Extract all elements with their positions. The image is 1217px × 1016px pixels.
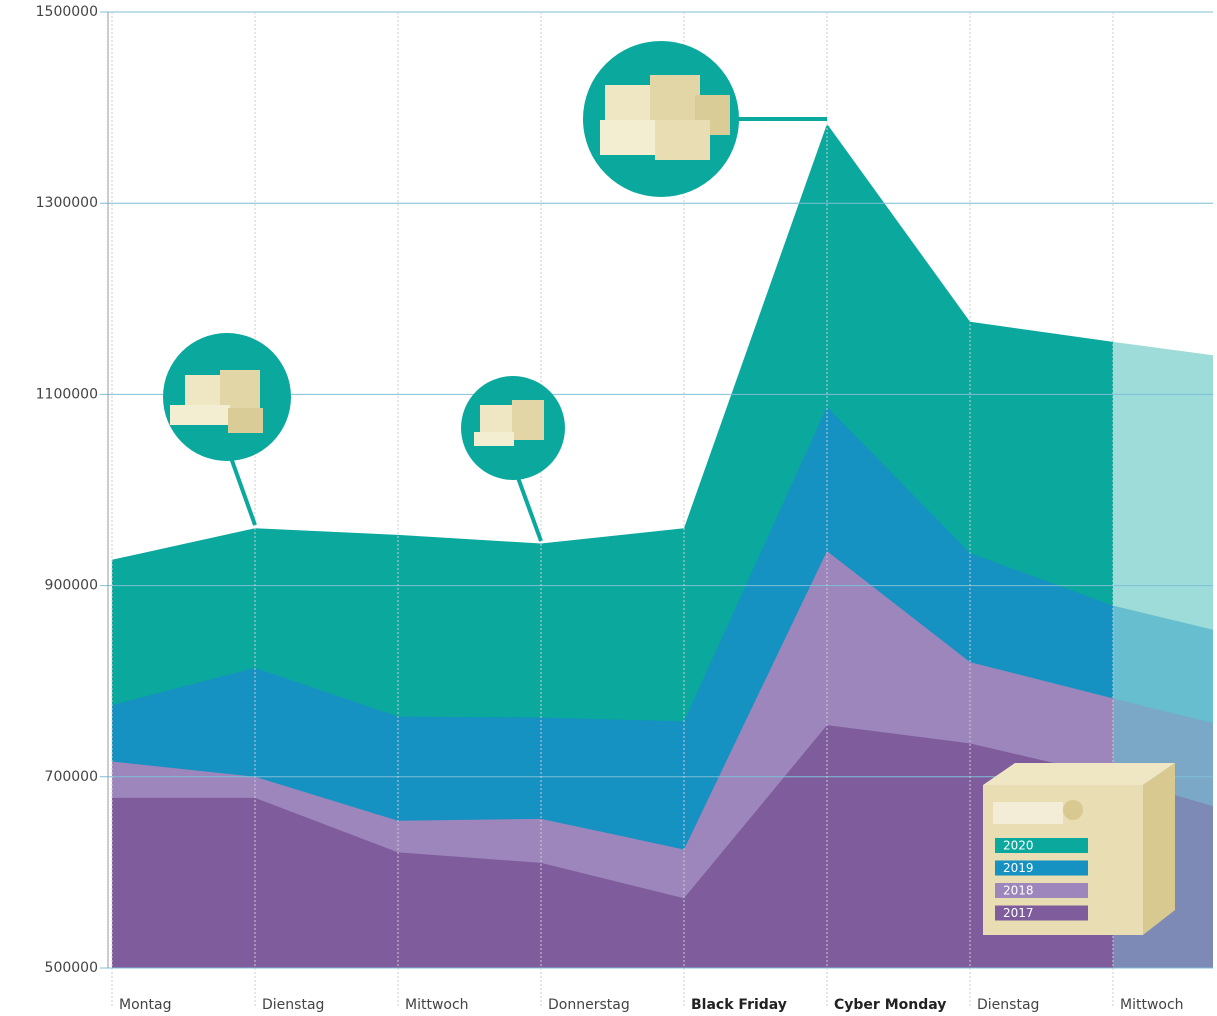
legend-label: 2018: [1003, 884, 1034, 898]
x-tick-label: Montag: [119, 997, 171, 1013]
legend-label: 2019: [1003, 861, 1034, 875]
legend-label: 2020: [1003, 839, 1034, 853]
legend-label: 2017: [1003, 906, 1034, 920]
x-tick-label: Donnerstag: [548, 997, 630, 1013]
x-tick-label: Dienstag: [262, 997, 324, 1013]
chart: 500000 700000 900000 1100000 1300000 1500000 M…: [0, 0, 1217, 1016]
y-tick-label: 1100000: [36, 386, 98, 402]
y-tick-label: 500000: [45, 960, 98, 976]
x-tick-label: Mittwoch: [1120, 997, 1184, 1013]
x-tick-label: Dienstag: [977, 997, 1039, 1013]
y-tick-label: 700000: [45, 769, 98, 785]
x-tick-label: Mittwoch: [405, 997, 469, 1013]
x-tick-label: Black Friday: [691, 997, 787, 1013]
y-tick-label: 900000: [45, 578, 98, 594]
y-tick-label: 1300000: [36, 195, 98, 211]
y-tick-label: 1500000: [36, 4, 98, 20]
x-tick-label: Cyber Monday: [834, 997, 946, 1013]
